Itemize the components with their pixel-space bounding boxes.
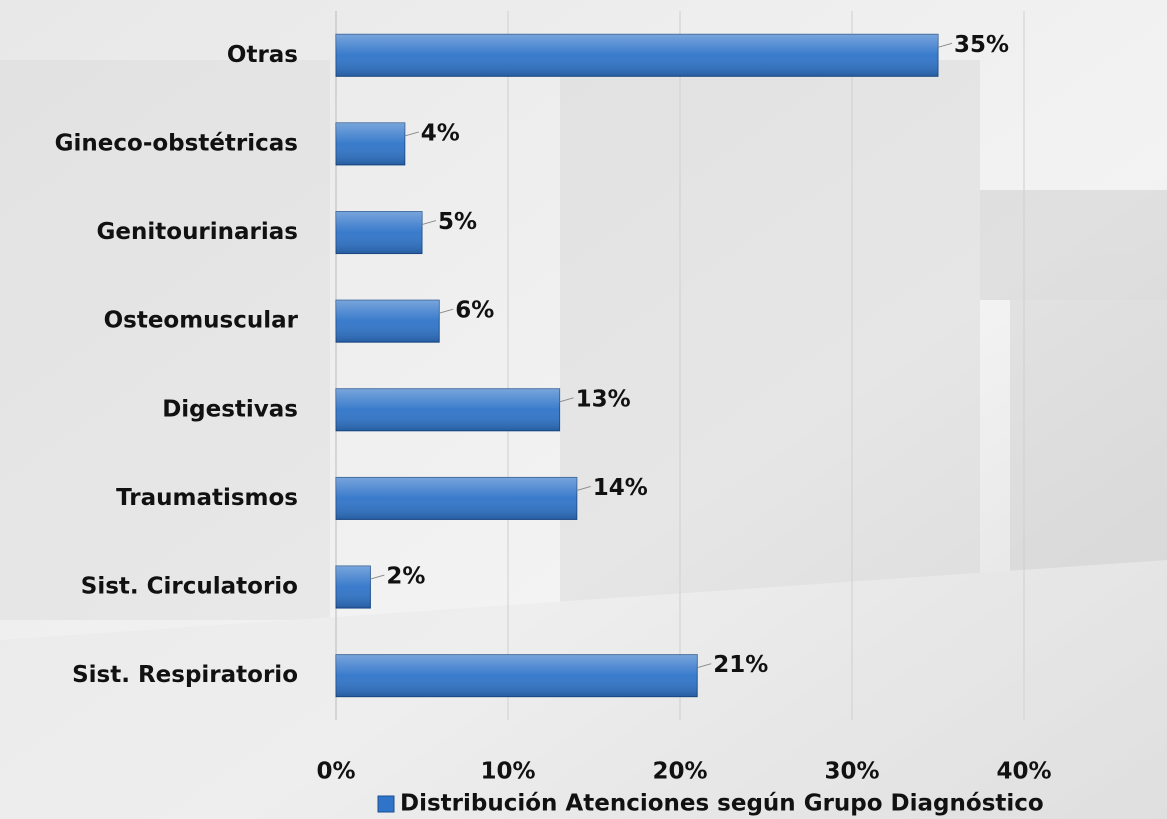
leader-line [697, 663, 712, 669]
value-label: 21% [713, 652, 768, 678]
bar-shine [336, 34, 938, 77]
x-tick-label: 10% [480, 759, 535, 785]
value-label: 14% [593, 475, 648, 501]
y-tick-label: Traumatismos [116, 485, 298, 511]
bar-shine [336, 566, 371, 609]
bar-shine [336, 388, 560, 431]
value-label: 2% [386, 564, 425, 590]
leader-line [439, 308, 454, 314]
y-tick-label: Digestivas [162, 396, 298, 422]
legend-label: Distribución Atenciones según Grupo Diag… [400, 791, 1044, 817]
leader-line [370, 574, 385, 580]
value-label: 5% [438, 209, 477, 235]
y-tick-label: Osteomuscular [104, 308, 299, 334]
y-tick-label: Sist. Circulatorio [81, 574, 298, 600]
y-tick-label: Genitourinarias [97, 219, 298, 245]
bar-shine [336, 300, 440, 343]
background-building [0, 60, 1167, 819]
leader-line [404, 131, 419, 137]
bar-shine [336, 122, 405, 165]
x-tick-label: 20% [652, 759, 707, 785]
leader-line [937, 42, 953, 48]
leader-line [559, 397, 574, 403]
bar-shine [336, 477, 577, 520]
y-tick-label: Gineco-obstétricas [55, 130, 298, 156]
y-tick-label: Sist. Respiratorio [72, 662, 298, 688]
x-tick-label: 40% [996, 759, 1051, 785]
value-label: 13% [576, 386, 631, 412]
value-label: 35% [954, 32, 1009, 58]
legend-swatch [377, 795, 395, 813]
bar-shine [336, 654, 698, 697]
value-label: 6% [455, 298, 494, 324]
x-tick-label: 30% [824, 759, 879, 785]
x-tick-label: 0% [316, 759, 355, 785]
value-label: 4% [421, 120, 460, 146]
leader-line [576, 485, 591, 491]
bar-shine [336, 211, 422, 254]
leader-line [421, 220, 437, 226]
y-tick-label: Otras [227, 42, 298, 68]
